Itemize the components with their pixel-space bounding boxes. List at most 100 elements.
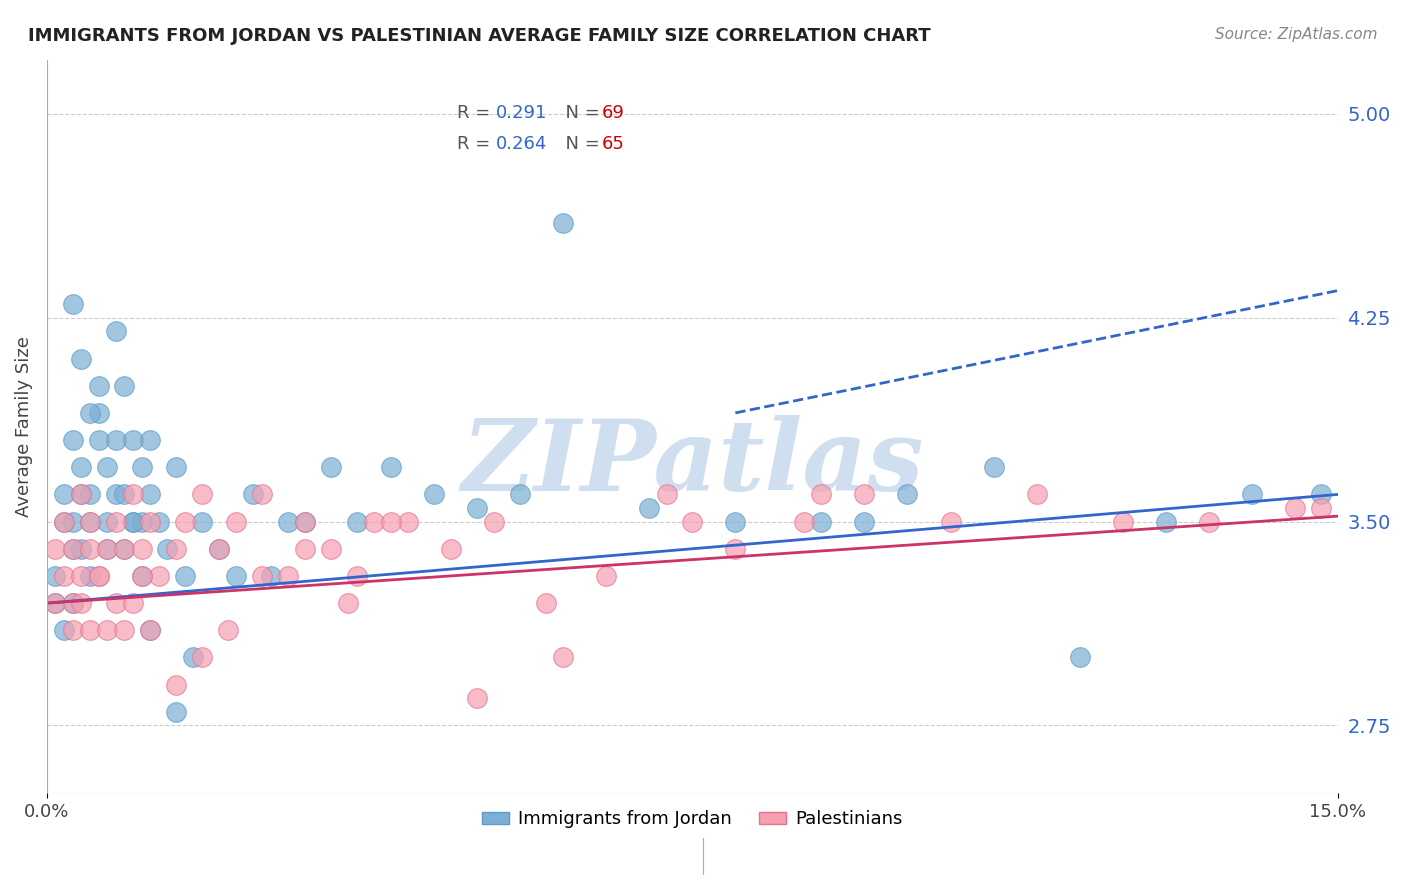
Point	[294, 515, 316, 529]
Point	[87, 378, 110, 392]
Point	[79, 541, 101, 556]
Point	[131, 569, 153, 583]
Point	[983, 460, 1005, 475]
Point	[70, 487, 93, 501]
Text: N =: N =	[554, 104, 606, 122]
Point	[62, 596, 84, 610]
Point	[165, 460, 187, 475]
Point	[96, 460, 118, 475]
Point	[104, 324, 127, 338]
Point	[62, 596, 84, 610]
Point	[724, 515, 747, 529]
Point	[259, 569, 281, 583]
Point	[396, 515, 419, 529]
Point	[131, 515, 153, 529]
Point	[638, 501, 661, 516]
Point	[165, 678, 187, 692]
Point	[62, 433, 84, 447]
Point	[853, 487, 876, 501]
Point	[1198, 515, 1220, 529]
Point	[139, 624, 162, 638]
Point	[87, 569, 110, 583]
Point	[1111, 515, 1133, 529]
Point	[853, 515, 876, 529]
Point	[104, 487, 127, 501]
Text: 65: 65	[602, 135, 624, 153]
Point	[53, 515, 76, 529]
Point	[1284, 501, 1306, 516]
Point	[191, 650, 214, 665]
Point	[44, 541, 66, 556]
Point	[225, 569, 247, 583]
Point	[294, 515, 316, 529]
Point	[139, 515, 162, 529]
Point	[319, 541, 342, 556]
Point	[595, 569, 617, 583]
Point	[225, 515, 247, 529]
Point	[62, 515, 84, 529]
Point	[44, 569, 66, 583]
Point	[810, 515, 832, 529]
Text: R =: R =	[457, 104, 496, 122]
Point	[112, 541, 135, 556]
Legend: Immigrants from Jordan, Palestinians: Immigrants from Jordan, Palestinians	[475, 803, 910, 836]
Point	[655, 487, 678, 501]
Point	[79, 515, 101, 529]
Point	[131, 569, 153, 583]
Point	[217, 624, 239, 638]
Point	[62, 624, 84, 638]
Point	[724, 541, 747, 556]
Point	[939, 515, 962, 529]
Point	[1240, 487, 1263, 501]
Point	[181, 650, 204, 665]
Point	[319, 460, 342, 475]
Point	[173, 515, 195, 529]
Y-axis label: Average Family Size: Average Family Size	[15, 336, 32, 516]
Point	[122, 487, 145, 501]
Point	[1025, 487, 1047, 501]
Point	[208, 541, 231, 556]
Point	[79, 487, 101, 501]
Point	[70, 541, 93, 556]
Point	[62, 541, 84, 556]
Point	[62, 541, 84, 556]
Point	[553, 216, 575, 230]
Point	[484, 515, 506, 529]
Point	[148, 515, 170, 529]
Point	[440, 541, 463, 556]
Text: 0.291: 0.291	[496, 104, 547, 122]
Text: Source: ZipAtlas.com: Source: ZipAtlas.com	[1215, 27, 1378, 42]
Point	[139, 624, 162, 638]
Point	[79, 569, 101, 583]
Point	[53, 569, 76, 583]
Point	[96, 515, 118, 529]
Point	[156, 541, 179, 556]
Point	[70, 460, 93, 475]
Point	[96, 541, 118, 556]
Point	[79, 515, 101, 529]
Point	[208, 541, 231, 556]
Text: IMMIGRANTS FROM JORDAN VS PALESTINIAN AVERAGE FAMILY SIZE CORRELATION CHART: IMMIGRANTS FROM JORDAN VS PALESTINIAN AV…	[28, 27, 931, 45]
Point	[87, 406, 110, 420]
Point	[250, 569, 273, 583]
Point	[793, 515, 815, 529]
Text: 0.264: 0.264	[496, 135, 547, 153]
Point	[346, 569, 368, 583]
Text: N =: N =	[554, 135, 606, 153]
Point	[165, 705, 187, 719]
Text: R =: R =	[457, 135, 496, 153]
Point	[277, 515, 299, 529]
Point	[104, 433, 127, 447]
Point	[131, 541, 153, 556]
Point	[70, 487, 93, 501]
Point	[79, 624, 101, 638]
Point	[122, 515, 145, 529]
Point	[112, 487, 135, 501]
Point	[380, 460, 402, 475]
Point	[112, 541, 135, 556]
Point	[242, 487, 264, 501]
Point	[87, 569, 110, 583]
Point	[681, 515, 703, 529]
Point	[131, 460, 153, 475]
Point	[465, 501, 488, 516]
